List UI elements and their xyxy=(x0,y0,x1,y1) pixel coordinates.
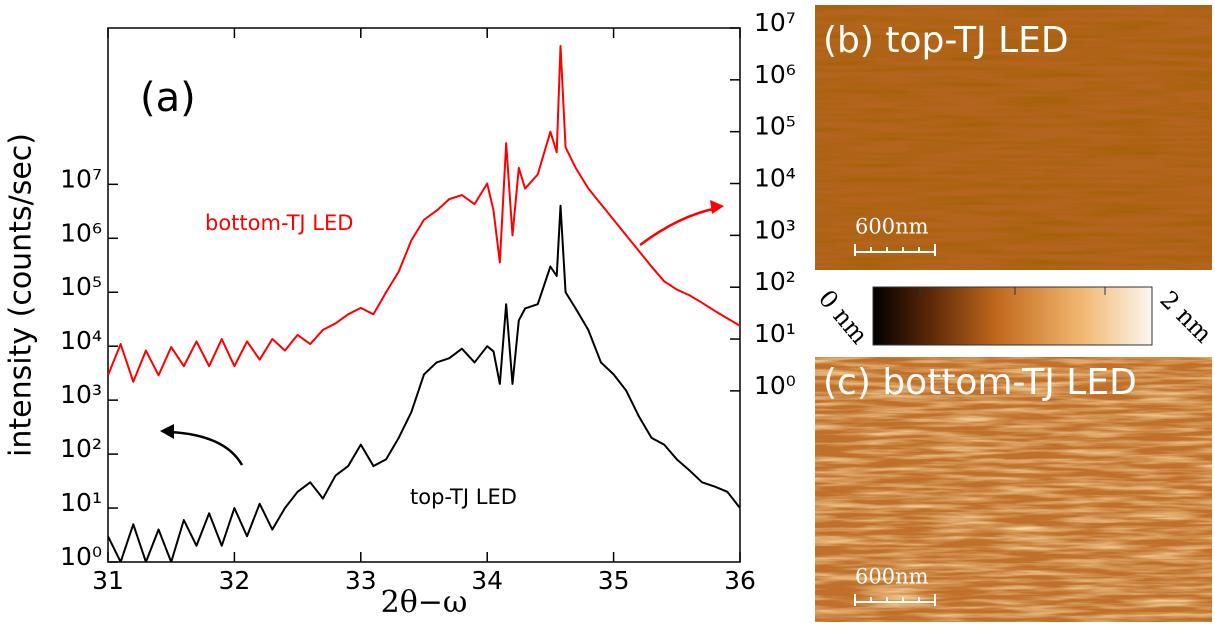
colorbar-max-label: 2 nm xyxy=(1155,285,1215,348)
plot-frame xyxy=(107,27,741,563)
scale-bar xyxy=(854,244,936,256)
scale-bar-label: 600nm xyxy=(855,565,929,589)
y-tick-label: 10⁷ xyxy=(60,164,102,193)
y2-tick-label: 10³ xyxy=(754,215,796,244)
colorbar: 0 nm 2 nm xyxy=(813,285,1215,350)
y2-tick-label: 10⁵ xyxy=(754,112,796,141)
panel-label: (c) bottom-TJ LED xyxy=(823,362,1137,403)
y-axis-label: intensity (counts/sec) xyxy=(4,133,39,457)
data-line xyxy=(108,44,740,383)
series-label: top-TJ LED xyxy=(410,485,517,509)
x-tick-label: 31 xyxy=(92,566,124,595)
x-tick-label: 35 xyxy=(598,566,630,595)
scale-bar xyxy=(854,594,936,606)
y2-tick-label: 10¹ xyxy=(754,319,796,348)
afm-panel-c: (c) bottom-TJ LED 600nm xyxy=(815,357,1212,622)
arrow xyxy=(639,206,719,247)
y2-tick-label: 10⁶ xyxy=(754,60,796,89)
arrowhead xyxy=(160,424,174,439)
y-tick-label: 10¹ xyxy=(60,488,102,517)
x-tick-label: 32 xyxy=(218,566,250,595)
afm-panel-b: (b) top-TJ LED 600nm xyxy=(815,5,1212,270)
arrowhead xyxy=(710,200,724,214)
series-group xyxy=(108,44,740,562)
y2-tick-label: 10⁷ xyxy=(754,8,796,37)
data-line xyxy=(108,204,740,562)
y-tick-label: 10⁰ xyxy=(60,542,102,571)
y2-tick-label: 10⁴ xyxy=(754,164,796,193)
y-tick-label: 10⁵ xyxy=(60,272,102,301)
y2-tick-label: 10² xyxy=(754,267,796,296)
colorbar-min-label: 0 nm xyxy=(813,285,874,350)
y2-tick-label: 10⁰ xyxy=(754,371,796,400)
x-axis-label: 2θ−ω xyxy=(381,585,468,620)
panel-label: (a) xyxy=(140,75,196,121)
scale-bar-label: 600nm xyxy=(855,215,929,239)
afm-texture xyxy=(815,5,1212,270)
y-tick-label: 10² xyxy=(60,434,102,463)
x-tick-label: 36 xyxy=(724,566,756,595)
x-tick-label: 34 xyxy=(471,566,503,595)
colorbar-ticks xyxy=(919,287,1106,295)
arrow xyxy=(169,430,244,466)
series-label: bottom-TJ LED xyxy=(205,211,353,235)
colorbar-gradient xyxy=(872,286,1153,346)
y-tick-label: 10⁴ xyxy=(60,326,102,355)
x-tick-label: 33 xyxy=(345,566,377,595)
afm-texture xyxy=(815,357,1212,622)
xrd-chart: intensity (counts/sec) 2θ−ω (a) bottom-T… xyxy=(4,8,796,620)
panel-label: (b) top-TJ LED xyxy=(823,20,1069,61)
y-tick-label: 10³ xyxy=(60,380,102,409)
y-tick-label: 10⁶ xyxy=(60,218,102,247)
